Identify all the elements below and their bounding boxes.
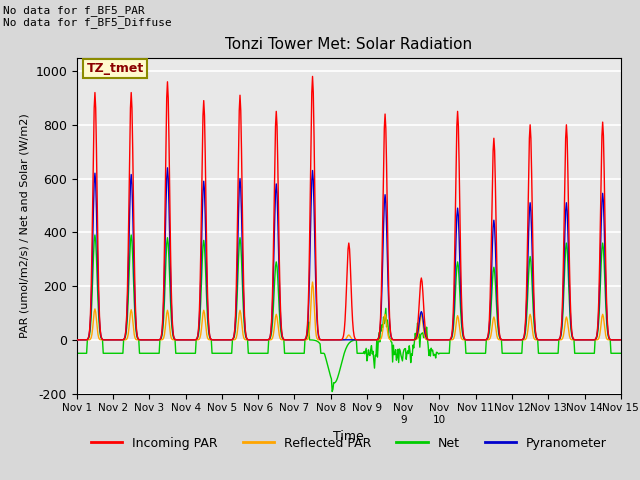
Y-axis label: PAR (umol/m2/s) / Net and Solar (W/m2): PAR (umol/m2/s) / Net and Solar (W/m2): [20, 113, 29, 338]
Title: Tonzi Tower Met: Solar Radiation: Tonzi Tower Met: Solar Radiation: [225, 37, 472, 52]
Legend: Incoming PAR, Reflected PAR, Net, Pyranometer: Incoming PAR, Reflected PAR, Net, Pyrano…: [86, 432, 612, 455]
Text: TZ_tmet: TZ_tmet: [86, 62, 143, 75]
Text: No data for f_BF5_PAR
No data for f_BF5_Diffuse: No data for f_BF5_PAR No data for f_BF5_…: [3, 5, 172, 28]
X-axis label: Time: Time: [333, 431, 364, 444]
